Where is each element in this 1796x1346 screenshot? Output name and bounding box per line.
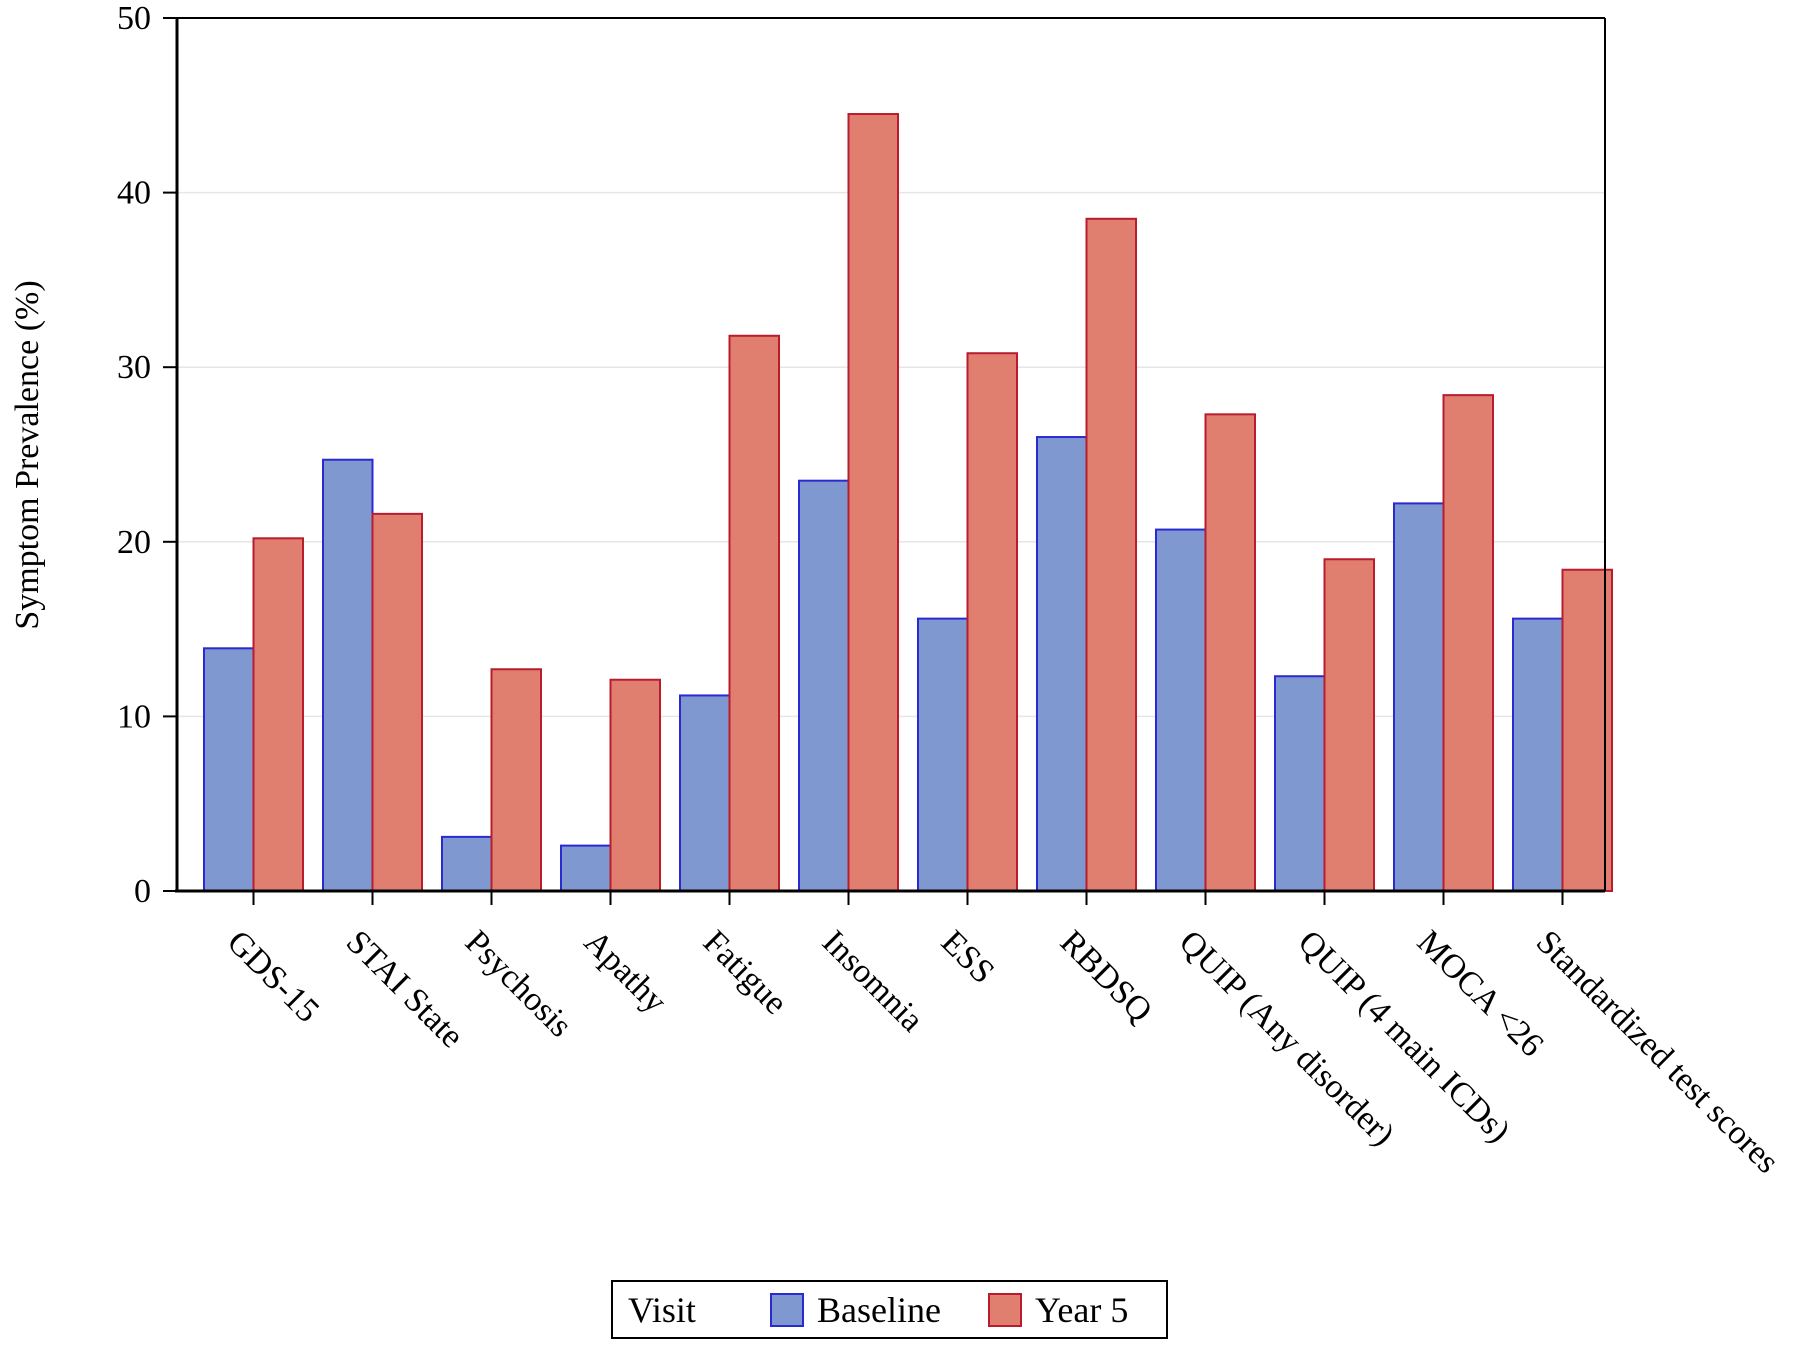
bar-year-5-apathy	[609, 678, 661, 893]
y-tick-label-10: 10	[117, 698, 151, 735]
x-tick-label-ess: ESS	[934, 923, 1002, 991]
bar-year-5-insomnia	[847, 113, 899, 892]
bar-baseline-stai-state	[322, 458, 374, 892]
bar-year-5-quip-4-main-icds	[1323, 558, 1375, 892]
x-tick-label-psychosis: Psychosis	[458, 923, 579, 1044]
y-tick-label-50: 50	[117, 0, 151, 37]
y-axis-title: Symptom Prevalence (%)	[9, 280, 46, 629]
bar-baseline-fatigue	[679, 694, 731, 892]
bar-year-5-ess	[966, 352, 1018, 892]
bar-baseline-rbdsq	[1036, 436, 1088, 892]
bar-baseline-apathy	[560, 844, 612, 893]
legend-label-baseline: Baseline	[817, 1290, 941, 1330]
y-tick-label-30: 30	[117, 349, 151, 386]
legend-frame	[611, 1280, 1168, 1339]
bar-year-5-psychosis	[490, 668, 542, 892]
legend-swatch-baseline	[770, 1293, 804, 1327]
legend: Visit Baseline Year 5	[611, 1280, 1168, 1339]
x-tick-label-insomnia: Insomnia	[815, 923, 931, 1039]
x-tick-label-rbdsq: RBDSQ	[1053, 923, 1159, 1029]
bar-baseline-standardized-test-scores	[1512, 617, 1564, 893]
legend-title: Visit	[628, 1290, 696, 1330]
bar-year-5-moca-26	[1442, 394, 1494, 892]
x-tick-label-quip-any-disorder: QUIP (Any disorder)	[1172, 923, 1402, 1153]
bar-baseline-insomnia	[798, 479, 850, 892]
x-tick-label-apathy: Apathy	[577, 923, 674, 1020]
bar-year-5-rbdsq	[1085, 217, 1137, 893]
x-tick-label-gds-15: GDS-15	[220, 923, 326, 1029]
bar-baseline-moca-26	[1393, 502, 1445, 892]
bars	[203, 113, 1613, 893]
bar-year-5-gds-15	[252, 537, 304, 892]
bar-year-5-fatigue	[728, 334, 780, 893]
x-tick-label-quip-4-main-icds: QUIP (4 main ICDs)	[1291, 923, 1517, 1149]
y-tick-label-40: 40	[117, 175, 151, 212]
bar-baseline-quip-4-main-icds	[1274, 675, 1326, 892]
axes	[163, 17, 1606, 905]
bar-baseline-gds-15	[203, 647, 255, 893]
y-tick-label-0: 0	[134, 873, 151, 910]
bar-baseline-ess	[917, 617, 969, 893]
bar-year-5-stai-state	[371, 512, 423, 892]
x-tick-label-fatigue: Fatigue	[696, 923, 794, 1021]
x-tick-label-stai-state: STAI State	[339, 923, 471, 1055]
bar-year-5-quip-any-disorder	[1204, 413, 1256, 892]
x-tick-label-standardized-test-scores: Standardized test scores	[1529, 923, 1786, 1180]
bar-baseline-psychosis	[441, 835, 493, 893]
y-tick-label-20: 20	[117, 524, 151, 561]
legend-swatch-year-5	[988, 1293, 1022, 1327]
bar-baseline-quip-any-disorder	[1155, 528, 1207, 892]
legend-label-year-5: Year 5	[1035, 1290, 1128, 1330]
